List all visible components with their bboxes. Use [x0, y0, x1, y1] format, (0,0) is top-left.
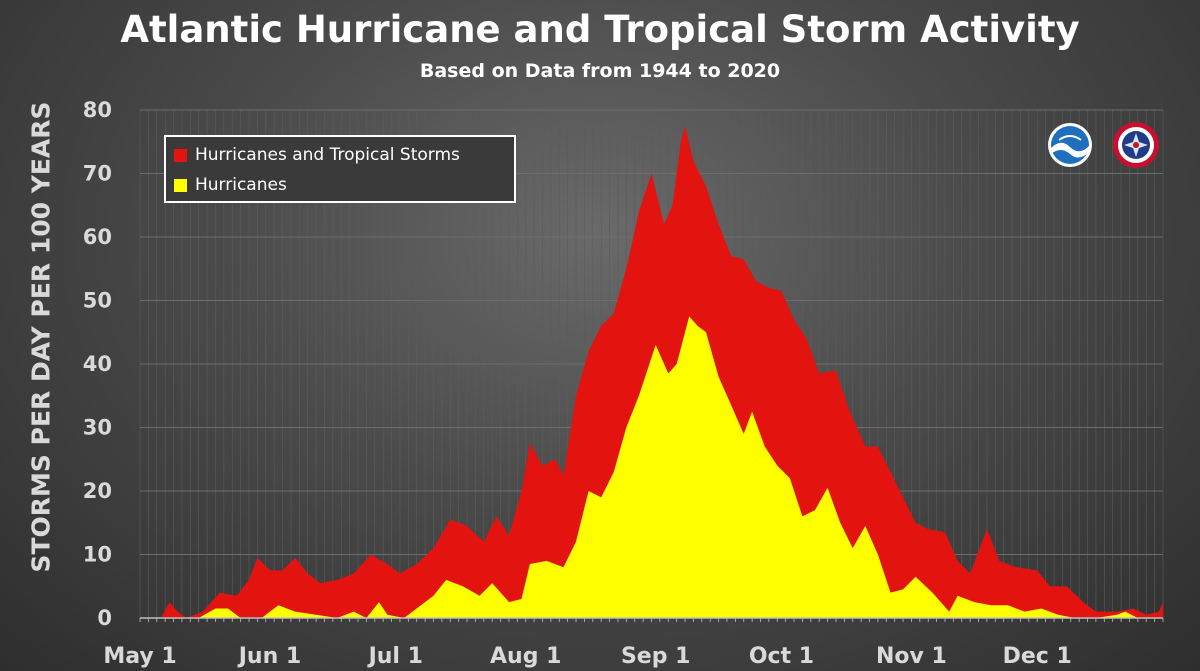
tick-labels: 0 10 20 30 40 50 60 70 80 May 1 Jun 1 Jul 1 Aug 1 Sep…: [83, 98, 1072, 669]
area-layer: [140, 125, 1163, 619]
chart-subtitle: Based on Data from 1944 to 2020: [419, 60, 781, 82]
legend-label: Hurricanes: [195, 175, 287, 195]
x-tick-label: Nov 1: [876, 644, 947, 669]
y-tick-label: 0: [97, 606, 112, 630]
x-tick-label: Jul 1: [367, 644, 423, 669]
x-tick-label: Dec 1: [1003, 644, 1072, 669]
legend-swatch-red: [174, 148, 187, 162]
x-tick-label: May 1: [103, 644, 176, 669]
legend: Hurricanes and Tropical Storms Hurricane…: [164, 135, 516, 203]
x-tick-label: Oct 1: [749, 644, 814, 669]
area-series-1: [140, 316, 1163, 618]
chart-title: Atlantic Hurricane and Tropical Storm Ac…: [120, 8, 1080, 51]
noaa-logo-icon: [1048, 123, 1092, 167]
y-tick-label: 60: [83, 225, 112, 249]
y-tick-label: 20: [83, 479, 112, 503]
y-tick-label: 30: [83, 416, 112, 440]
nws-logo-icon: [1113, 122, 1159, 168]
y-tick-label: 80: [83, 98, 112, 122]
y-tick-label: 40: [83, 352, 112, 376]
x-tick-label: Aug 1: [490, 644, 561, 669]
y-tick-label: 70: [83, 162, 112, 186]
legend-swatch-yellow: [174, 178, 187, 192]
y-tick-label: 50: [83, 289, 112, 313]
legend-label: Hurricanes and Tropical Storms: [195, 145, 460, 165]
legend-item-hurricanes: Hurricanes: [174, 173, 287, 197]
y-tick-label: 10: [83, 543, 112, 567]
x-tick-label: Jun 1: [237, 644, 301, 669]
x-tick-label: Sep 1: [621, 644, 690, 669]
legend-item-hurricanes-and-tropical-storms: Hurricanes and Tropical Storms: [174, 143, 460, 167]
axes: [139, 617, 1164, 622]
